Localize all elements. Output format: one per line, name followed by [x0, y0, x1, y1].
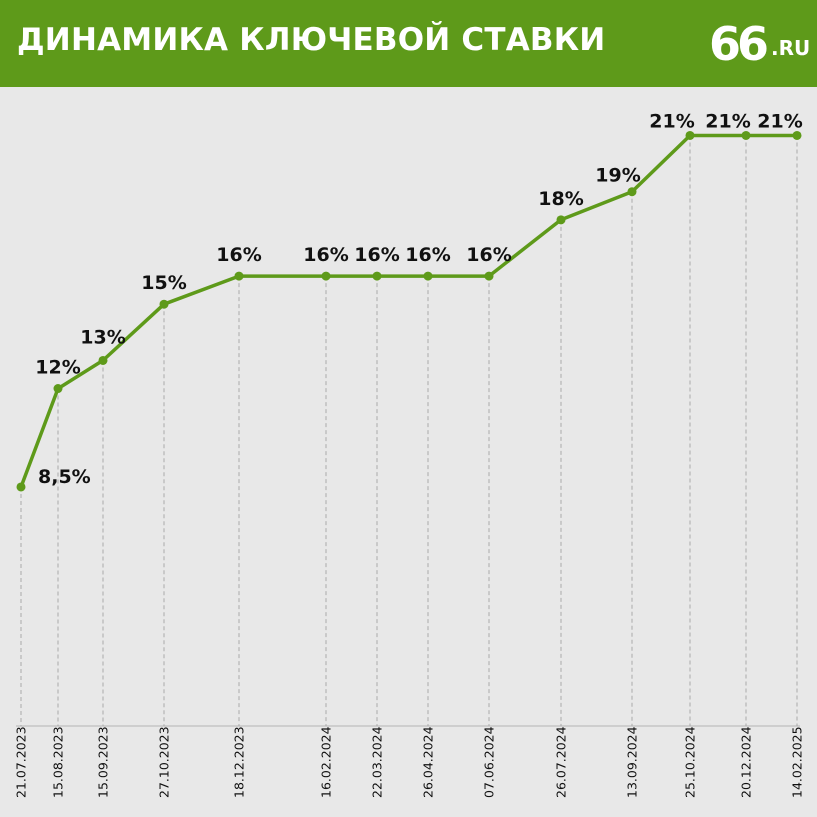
site-logo[interactable]: 66 .RU	[709, 14, 810, 70]
data-point-15.09.2023	[98, 355, 108, 365]
value-label-20.12.2024: 21%	[705, 110, 750, 132]
data-point-25.10.2024	[685, 130, 695, 140]
x-tick-label-25.10.2024: 25.10.2024	[683, 726, 698, 798]
x-tick-label-07.06.2024: 07.06.2024	[482, 726, 497, 798]
value-label-14.02.2025: 21%	[757, 110, 802, 132]
page-title: ДИНАМИКА КЛЮЧЕВОЙ СТАВКИ	[17, 22, 606, 58]
data-point-15.08.2023	[53, 384, 63, 394]
data-point-26.04.2024	[423, 271, 433, 281]
data-point-18.12.2023	[234, 271, 244, 281]
logo-number: 66	[709, 17, 769, 71]
x-tick-label-26.07.2024: 26.07.2024	[554, 726, 569, 798]
data-point-21.07.2023	[16, 482, 26, 492]
value-label-26.04.2024: 16%	[405, 244, 450, 266]
value-label-15.09.2023: 13%	[80, 326, 125, 348]
data-point-27.10.2023	[159, 299, 169, 309]
value-label-27.10.2023: 15%	[141, 272, 186, 294]
x-tick-label-27.10.2023: 27.10.2023	[157, 726, 172, 798]
x-tick-label-15.09.2023: 15.09.2023	[96, 726, 111, 798]
data-point-22.03.2024	[372, 271, 382, 281]
value-labels: 8,5% 12%13% 15% 16% 16% 16% 16% 16% 18% 19% 21% 21%…	[35, 110, 802, 488]
x-tick-label-13.09.2024: 13.09.2024	[625, 726, 640, 798]
value-label-25.10.2024: 21%	[649, 110, 694, 132]
value-label-21.07.2023: 8,5%	[38, 466, 91, 488]
x-tick-label-26.04.2024: 26.04.2024	[421, 726, 436, 798]
data-point-16.02.2024	[321, 271, 331, 281]
data-point-20.12.2024	[741, 130, 751, 140]
value-label-07.06.2024: 16%	[466, 244, 511, 266]
x-tick-label-15.08.2023: 15.08.2023	[51, 726, 66, 798]
x-tick-label-16.02.2024: 16.02.2024	[319, 726, 334, 798]
data-point-14.02.2025	[792, 130, 802, 140]
x-tick-label-22.03.2024: 22.03.2024	[370, 726, 385, 798]
data-point-26.07.2024	[556, 215, 566, 225]
x-tick-label-20.12.2024: 20.12.2024	[739, 726, 754, 798]
series-line-key-rate	[19, 133, 799, 489]
value-label-18.12.2023: 16%	[216, 244, 261, 266]
data-point-13.09.2024	[627, 187, 637, 197]
x-tick-labels: 21.07.2023 15.08.2023 15.09.2023 27.10.2023…	[14, 726, 805, 798]
x-tick-label-21.07.2023: 21.07.2023	[14, 726, 29, 798]
x-tick-label-18.12.2023: 18.12.2023	[232, 726, 247, 798]
value-label-13.09.2024: 19%	[595, 165, 640, 187]
value-label-15.08.2023: 12%	[35, 357, 80, 379]
data-point-07.06.2024	[484, 271, 494, 281]
grid-lines	[20, 135, 798, 726]
x-tick-label-14.02.2025: 14.02.2025	[790, 726, 805, 798]
value-label-26.07.2024: 18%	[538, 188, 583, 210]
value-label-16.02.2024: 16%	[303, 244, 348, 266]
header-bar: ДИНАМИКА КЛЮЧЕВОЙ СТАВКИ 66 .RU	[0, 0, 817, 87]
logo-domain: .RU	[771, 36, 811, 60]
value-label-22.03.2024: 16%	[354, 244, 399, 266]
data-points	[16, 130, 802, 492]
